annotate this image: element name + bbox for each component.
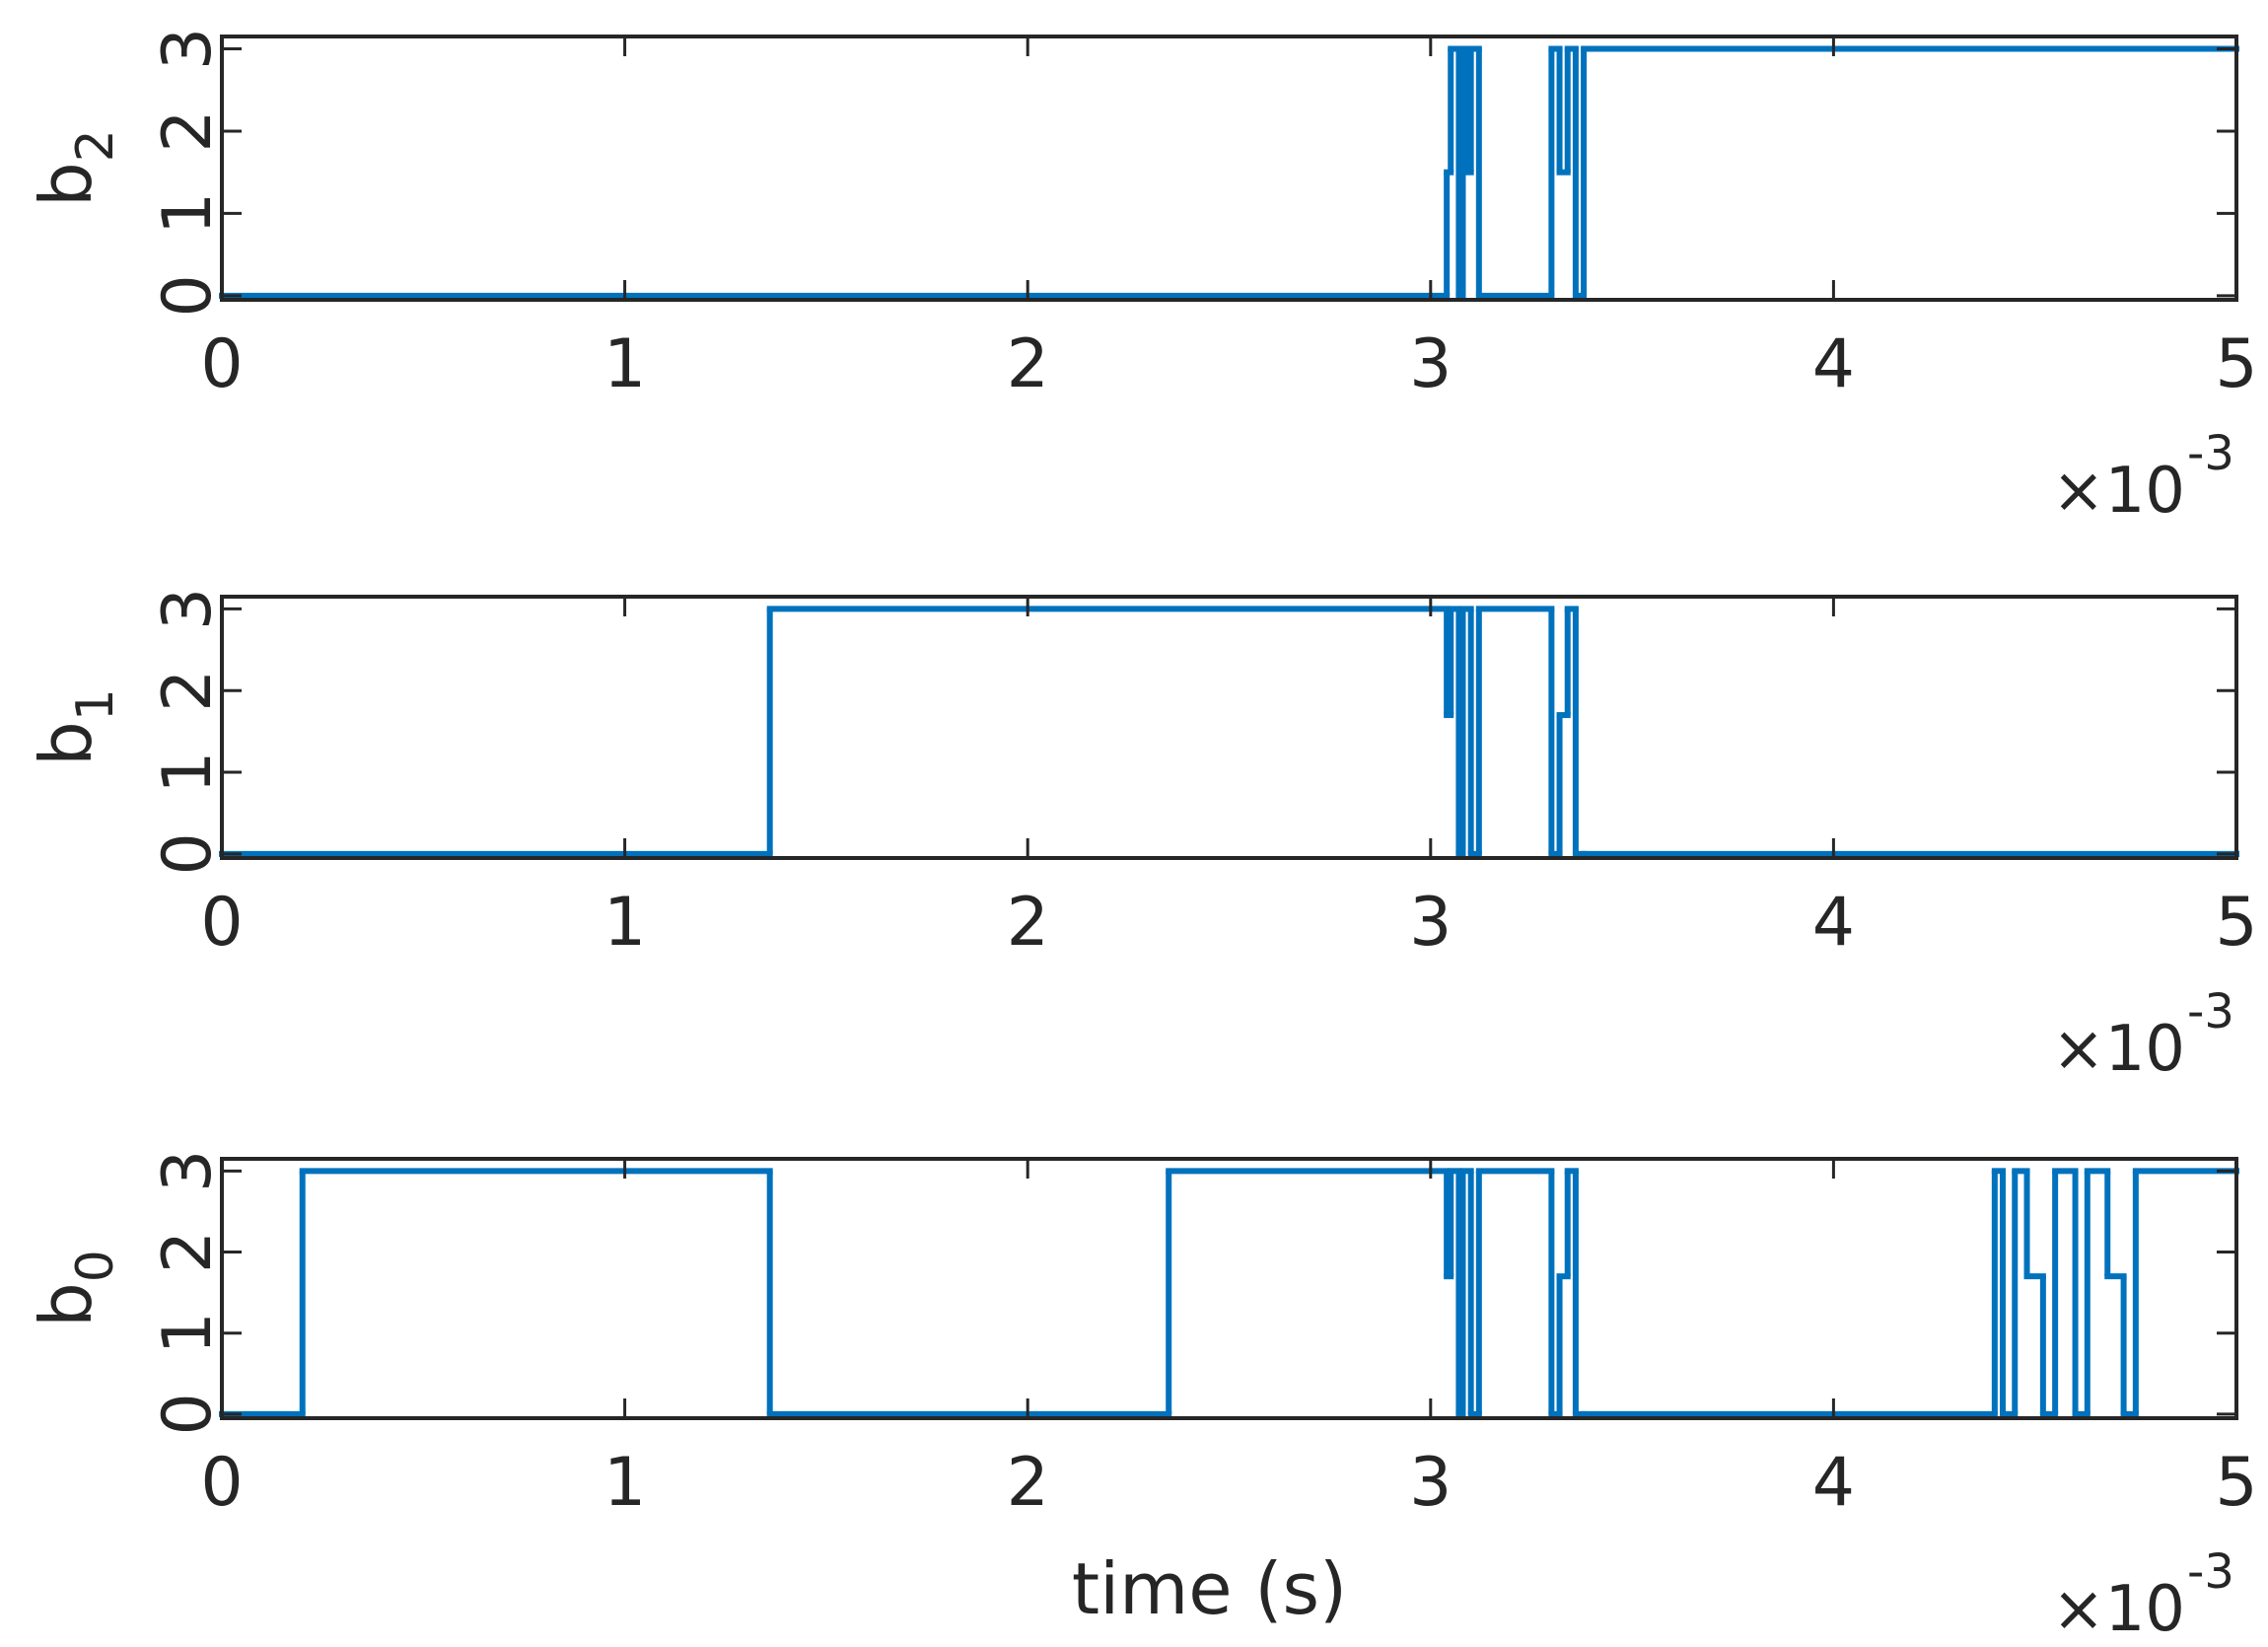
x-tick-label: 0 <box>200 325 243 403</box>
y-tick-label: 1 <box>149 192 227 235</box>
y-tick-label: 2 <box>149 1231 227 1273</box>
x-exponent: -3 <box>2187 984 2234 1039</box>
axes-box <box>220 35 2238 302</box>
x-tick-label: 0 <box>200 884 243 962</box>
x-tick-label: 1 <box>603 1444 646 1522</box>
x-multiplier: ×10 <box>2052 455 2185 528</box>
y-tick-label: 0 <box>149 274 227 317</box>
x-tick-label: 4 <box>1812 1444 1855 1522</box>
x-label: time (s) <box>1072 1547 1347 1630</box>
y-tick-label: 3 <box>149 588 227 630</box>
y-tick-label: 1 <box>149 751 227 793</box>
y-tick-label: 2 <box>149 670 227 712</box>
x-exponent: -3 <box>2187 426 2234 481</box>
x-tick-label: 2 <box>1007 325 1049 403</box>
x-tick-label: 5 <box>2215 325 2257 403</box>
x-tick-label: 4 <box>1812 325 1855 403</box>
y-tick-label: 3 <box>149 28 227 70</box>
x-exponent: -3 <box>2187 1544 2234 1600</box>
x-tick-label: 5 <box>2215 1444 2257 1522</box>
x-tick-label: 4 <box>1812 884 1855 962</box>
y-label-subscript: 1 <box>66 688 125 721</box>
y-label: b1 <box>25 688 125 766</box>
y-tick-label: 2 <box>149 109 227 152</box>
x-tick-label: 3 <box>1409 884 1452 962</box>
x-multiplier: ×10 <box>2052 1013 2185 1086</box>
y-label-text: b <box>25 721 107 766</box>
plot-area <box>222 597 2236 858</box>
y-tick-label: 3 <box>149 1150 227 1192</box>
y-tick-label: 1 <box>149 1312 227 1354</box>
plot-area <box>222 36 2236 300</box>
plot-area <box>222 1159 2236 1418</box>
x-tick-label: 3 <box>1409 325 1452 403</box>
x-tick-label: 1 <box>603 884 646 962</box>
y-label-text: b <box>25 1282 107 1327</box>
y-label-subscript: 0 <box>66 1250 125 1282</box>
x-tick-label: 3 <box>1409 1444 1452 1522</box>
y-label-subscript: 2 <box>66 129 125 162</box>
x-tick-label: 2 <box>1007 1444 1049 1522</box>
y-label-text: b <box>25 162 107 207</box>
x-multiplier: ×10 <box>2052 1573 2185 1646</box>
x-tick-label: 1 <box>603 325 646 403</box>
y-tick-label: 0 <box>149 1393 227 1435</box>
y-label: b2 <box>25 129 125 207</box>
axes-box <box>220 1157 2238 1420</box>
axes-box <box>220 595 2238 860</box>
x-tick-label: 2 <box>1007 884 1049 962</box>
y-tick-label: 0 <box>149 832 227 875</box>
x-tick-label: 5 <box>2215 884 2257 962</box>
x-tick-label: 0 <box>200 1444 243 1522</box>
y-label: b0 <box>25 1250 125 1327</box>
